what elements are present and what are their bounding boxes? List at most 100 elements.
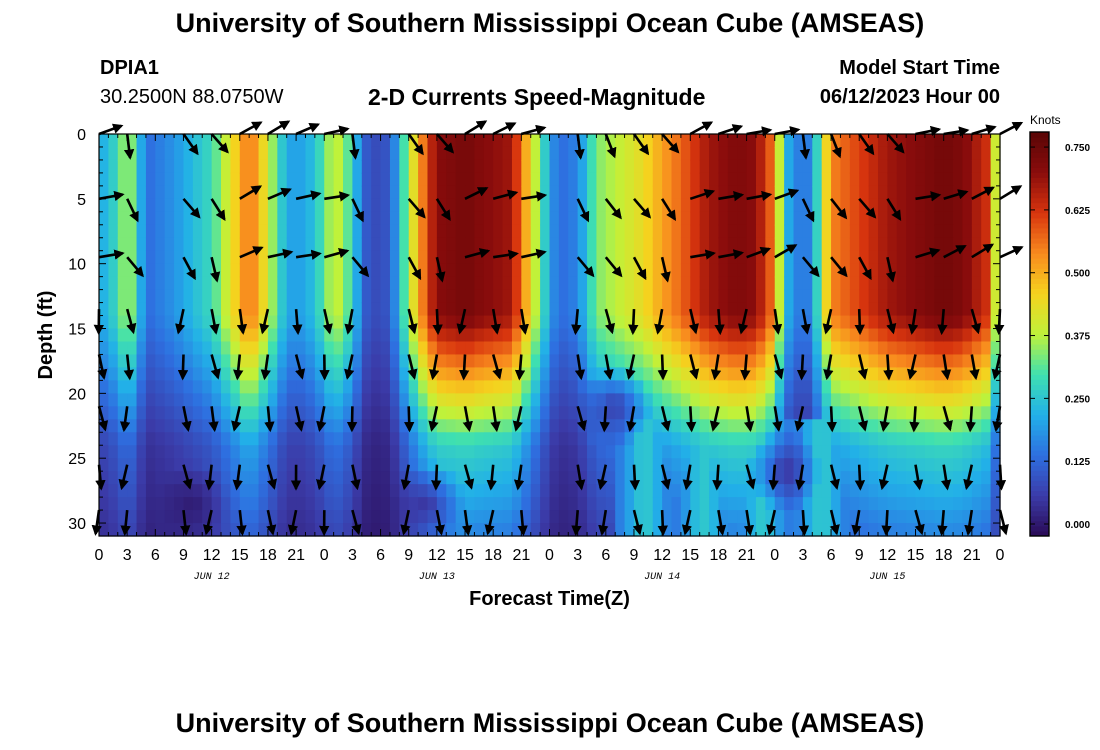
heatmap-cell bbox=[511, 341, 522, 356]
heatmap-cell bbox=[427, 432, 438, 446]
heatmap-cell bbox=[680, 471, 691, 485]
heatmap-cell bbox=[493, 393, 504, 407]
heatmap-cell bbox=[239, 497, 250, 511]
heatmap-cell bbox=[530, 185, 541, 200]
heatmap-cell bbox=[802, 315, 813, 330]
heatmap-cell bbox=[718, 289, 729, 304]
heatmap-cell bbox=[971, 211, 982, 226]
heatmap-cell bbox=[511, 172, 522, 187]
heatmap-cell bbox=[361, 393, 372, 407]
colorbar-swatch bbox=[1030, 318, 1049, 325]
heatmap-cell bbox=[258, 172, 269, 187]
heatmap-cell bbox=[737, 289, 748, 304]
heatmap-cell bbox=[361, 432, 372, 446]
heatmap-cell bbox=[183, 406, 194, 420]
heatmap-cell bbox=[493, 315, 504, 330]
current-vector bbox=[604, 197, 622, 220]
heatmap-cell bbox=[211, 276, 222, 291]
heatmap-cell bbox=[971, 237, 982, 252]
heatmap-cell bbox=[840, 354, 851, 369]
heatmap-cell bbox=[906, 289, 917, 304]
heatmap-cell bbox=[868, 445, 879, 459]
heatmap-cell bbox=[568, 211, 579, 226]
heatmap-cell bbox=[840, 289, 851, 304]
current-vector bbox=[689, 188, 716, 201]
heatmap-cell bbox=[465, 393, 476, 407]
heatmap-cell bbox=[314, 510, 325, 524]
heatmap-cell bbox=[549, 458, 560, 472]
current-vector bbox=[886, 198, 902, 221]
heatmap-cell bbox=[934, 328, 945, 343]
day-label: JUN 12 bbox=[194, 572, 230, 583]
heatmap-cell bbox=[127, 134, 138, 148]
heatmap-cell bbox=[981, 458, 992, 472]
heatmap-cell bbox=[483, 302, 494, 317]
heatmap-cell bbox=[192, 224, 203, 239]
heatmap-cell bbox=[746, 263, 757, 278]
heatmap-cell bbox=[389, 328, 400, 343]
current-vector bbox=[963, 464, 974, 491]
heatmap-cell bbox=[793, 134, 804, 148]
heatmap-cell bbox=[436, 458, 447, 472]
heatmap-cell bbox=[868, 289, 879, 304]
heatmap-cell bbox=[343, 510, 354, 524]
heatmap-cell bbox=[192, 276, 203, 291]
heatmap-cell bbox=[821, 445, 832, 459]
heatmap-cell bbox=[699, 419, 710, 433]
heatmap-cell bbox=[258, 393, 269, 407]
heatmap-cell bbox=[371, 458, 382, 472]
station-coordinates: 30.2500N 88.0750W bbox=[100, 86, 284, 108]
heatmap-cell bbox=[690, 172, 701, 187]
heatmap-cell bbox=[418, 224, 429, 239]
heatmap-cell bbox=[934, 211, 945, 226]
heatmap-cell bbox=[155, 289, 166, 304]
heatmap-cell bbox=[371, 250, 382, 265]
heatmap-cell bbox=[671, 458, 682, 472]
heatmap-cell bbox=[981, 172, 992, 187]
heatmap-cell bbox=[296, 276, 307, 291]
heatmap-cell bbox=[774, 134, 785, 148]
heatmap-cell bbox=[727, 380, 738, 394]
heatmap-cell bbox=[427, 172, 438, 187]
heatmap-cell bbox=[643, 172, 654, 187]
heatmap-cell bbox=[211, 510, 222, 524]
heatmap-cell bbox=[680, 354, 691, 369]
heatmap-cell bbox=[962, 172, 973, 187]
heatmap-cell bbox=[624, 393, 635, 407]
heatmap-cell bbox=[849, 445, 860, 459]
heatmap-cell bbox=[765, 497, 776, 511]
heatmap-cell bbox=[483, 445, 494, 459]
heatmap-cell bbox=[502, 419, 513, 433]
heatmap-cell bbox=[671, 172, 682, 187]
heatmap-cell bbox=[662, 315, 673, 330]
heatmap-cell bbox=[924, 484, 935, 498]
heatmap-cell bbox=[455, 354, 466, 369]
heatmap-cell bbox=[962, 445, 973, 459]
heatmap-cell bbox=[849, 497, 860, 511]
current-vector bbox=[829, 509, 840, 536]
heatmap-cell bbox=[155, 380, 166, 394]
heatmap-cell bbox=[793, 276, 804, 291]
heatmap-cell bbox=[802, 471, 813, 485]
heatmap-cell bbox=[99, 523, 109, 537]
heatmap-cell bbox=[371, 237, 382, 252]
heatmap-cell bbox=[774, 484, 785, 498]
heatmap-cell bbox=[239, 211, 250, 226]
heatmap-cell bbox=[221, 289, 231, 304]
heatmap-cell bbox=[774, 458, 785, 472]
heatmap-cell bbox=[652, 276, 663, 291]
heatmap-cell bbox=[587, 328, 598, 343]
heatmap-cell bbox=[877, 458, 888, 472]
heatmap-cell bbox=[765, 458, 776, 472]
heatmap-cell bbox=[389, 484, 400, 498]
heatmap-cell bbox=[418, 198, 429, 213]
heatmap-cell bbox=[915, 484, 926, 498]
current-vector bbox=[295, 123, 321, 136]
heatmap-cell bbox=[192, 134, 203, 148]
heatmap-cell bbox=[296, 289, 307, 304]
heatmap-cell bbox=[446, 432, 457, 446]
heatmap-cell bbox=[540, 134, 551, 148]
heatmap-cell bbox=[155, 250, 166, 265]
heatmap-cell bbox=[380, 315, 391, 330]
heatmap-cell bbox=[840, 146, 851, 161]
